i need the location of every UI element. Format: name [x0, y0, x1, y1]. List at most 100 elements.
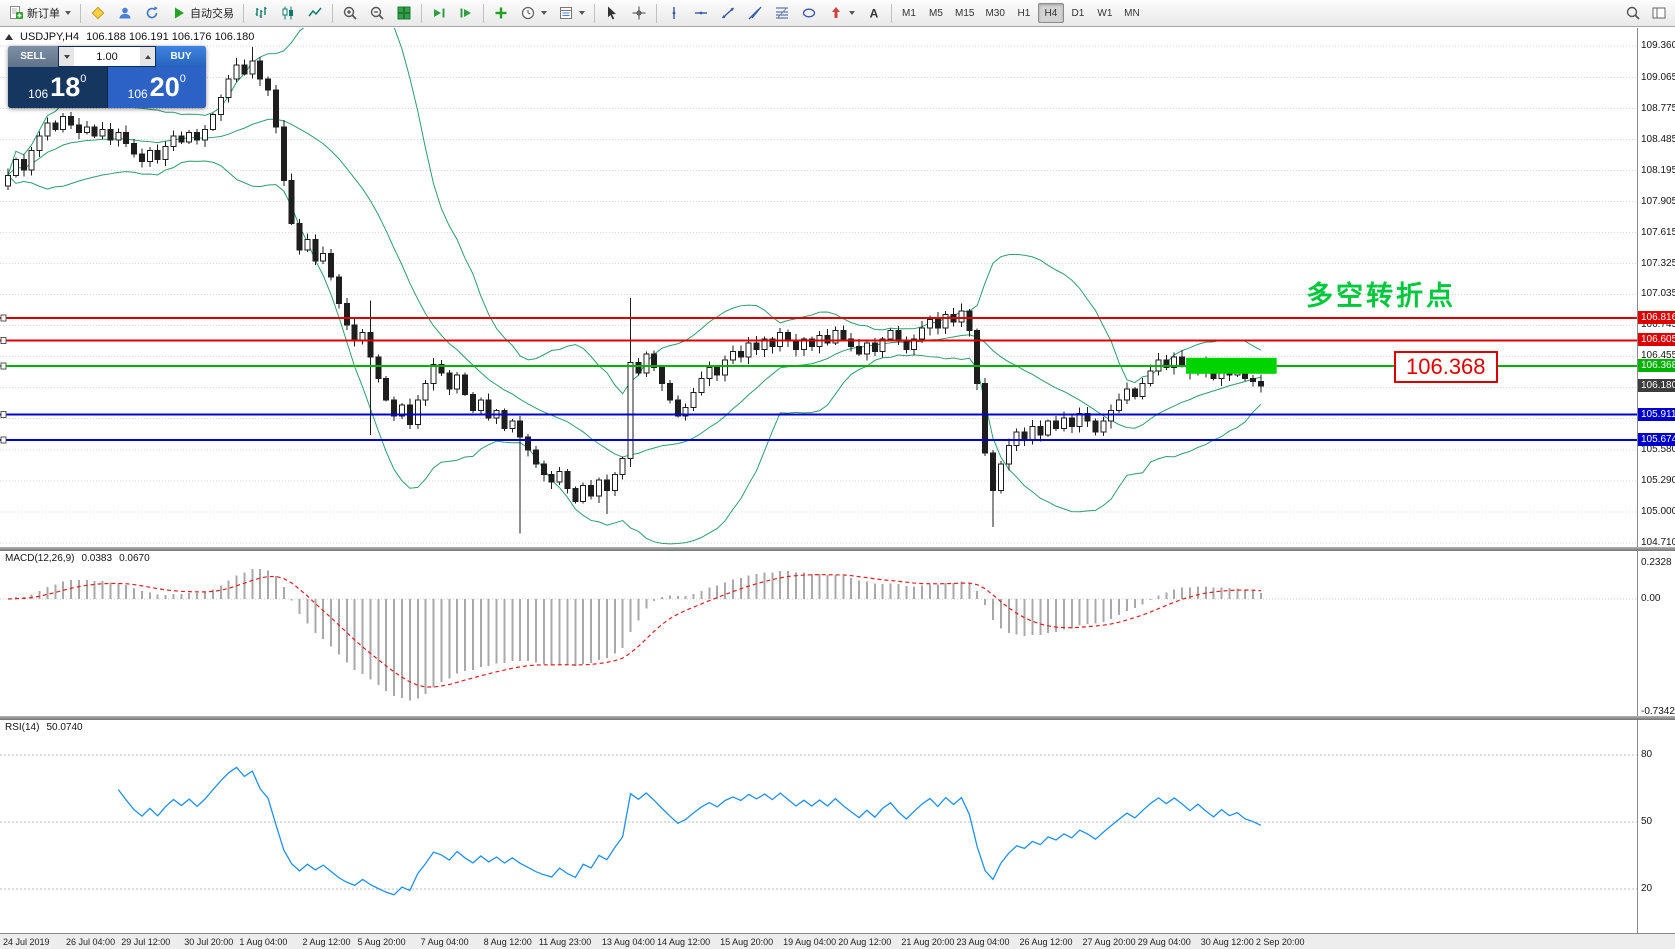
- auto-scroll-button[interactable]: [426, 2, 452, 24]
- svg-text:A: A: [870, 7, 879, 21]
- rsi-axis-label: 50: [1641, 816, 1653, 827]
- cursor-tool-button[interactable]: [599, 2, 625, 24]
- toolbar-divider: [483, 3, 484, 23]
- timeframe-mn-button[interactable]: MN: [1119, 3, 1145, 23]
- time-axis-label: 20 Aug 12:00: [838, 937, 892, 947]
- time-axis-label: 11 Aug 23:00: [538, 937, 592, 947]
- horizontal-line-tool-button[interactable]: [688, 2, 714, 24]
- volume-stepper[interactable]: 1.00: [58, 46, 156, 67]
- arrow-down-icon: [63, 54, 70, 59]
- zoom-in-icon: [343, 6, 357, 20]
- vertical-line-tool-button[interactable]: [661, 2, 687, 24]
- refresh-button[interactable]: [139, 2, 165, 24]
- line-chart-button[interactable]: [302, 2, 328, 24]
- timeframe-m5-button[interactable]: M5: [923, 3, 949, 23]
- timeframe-m15-button[interactable]: M15: [950, 3, 979, 23]
- metaeditor-icon: [91, 6, 105, 20]
- time-axis-label: 30 Jul 20:00: [184, 937, 234, 947]
- buy-button[interactable]: BUY: [156, 46, 206, 67]
- search-button[interactable]: [1620, 2, 1646, 24]
- tile-windows-icon: [397, 6, 411, 20]
- timeframe-w1-button[interactable]: W1: [1092, 3, 1118, 23]
- new-order-button[interactable]: 新订单: [3, 2, 76, 24]
- rsi-level-lines: [0, 754, 1637, 890]
- buy-price[interactable]: 106 20 0: [106, 67, 206, 108]
- zoom-out-icon: [370, 6, 384, 20]
- price-axis-label: 107.035: [1641, 288, 1675, 299]
- metaeditor-button[interactable]: [85, 2, 111, 24]
- timeframe-m1-button[interactable]: M1: [896, 3, 922, 23]
- refresh-icon: [146, 6, 158, 19]
- tile-windows-button[interactable]: [391, 2, 417, 24]
- price-chart[interactable]: [0, 28, 1637, 547]
- price-axis[interactable]: 109.360 109.065 108.775 108.485 108.195 107.9…: [1637, 28, 1675, 933]
- bar-chart-icon: [255, 7, 267, 18]
- timeframe-h4-button[interactable]: H4: [1037, 3, 1064, 23]
- templates-button[interactable]: [553, 2, 590, 24]
- profiles-button[interactable]: [112, 2, 138, 24]
- price-axis-label: 104.710: [1641, 537, 1675, 548]
- pane-separator[interactable]: [0, 547, 1675, 551]
- macd-axis-label: -0.7342: [1641, 706, 1675, 717]
- bar-chart-button[interactable]: [248, 2, 274, 24]
- arrows-tool-button[interactable]: [823, 2, 860, 24]
- price-callout-label[interactable]: 106.368: [1394, 351, 1498, 383]
- time-axis-label: 8 Aug 12:00: [483, 937, 532, 947]
- main-chart-pane[interactable]: USDJPY,H4 106.188 106.191 106.176 106.18…: [0, 28, 1637, 547]
- shapes-tool-button[interactable]: [796, 2, 822, 24]
- cursor-icon: [608, 6, 616, 20]
- periods-button[interactable]: [515, 2, 552, 24]
- fibonacci-tool-button[interactable]: [769, 2, 795, 24]
- chart-annotation-text[interactable]: 多空转折点: [1306, 281, 1456, 311]
- crosshair-tool-button[interactable]: [626, 2, 652, 24]
- autotrading-button[interactable]: 自动交易: [166, 2, 239, 24]
- time-axis-label: 13 Aug 04:00: [601, 937, 655, 947]
- macd-main-value: 0.0383: [81, 553, 113, 564]
- chart-shift-button[interactable]: [453, 2, 479, 24]
- candlestick-chart-button[interactable]: [275, 2, 301, 24]
- zoom-in-button[interactable]: [337, 2, 363, 24]
- toolbar-divider: [421, 3, 422, 23]
- indicators-button[interactable]: [488, 2, 514, 24]
- zoom-out-button[interactable]: [364, 2, 390, 24]
- sell-price[interactable]: 106 18 0: [8, 67, 107, 108]
- one-click-trading-panel: SELL 1.00 BUY 106 18 0 106 20 0: [8, 46, 206, 108]
- highlight-rectangle[interactable]: [1186, 357, 1277, 374]
- text-tool-button[interactable]: A: [861, 2, 887, 24]
- time-axis-label: 29 Jul 12:00: [121, 937, 171, 947]
- time-axis[interactable]: 24 Jul 2019 26 Jul 04:00 29 Jul 12:00 30 Ju…: [0, 933, 1675, 949]
- rsi-pane[interactable]: RSI(14) 50.0740: [0, 720, 1637, 933]
- time-axis-label: 26 Jul 04:00: [66, 937, 116, 947]
- time-axis-label: 14 Aug 12:00: [657, 937, 711, 947]
- volume-value[interactable]: 1.00: [96, 50, 118, 63]
- toolbar-divider: [656, 3, 657, 23]
- toolbar-divider: [594, 3, 595, 23]
- new-order-icon: [10, 6, 23, 19]
- toolbar-divider: [332, 3, 333, 23]
- volume-up-button[interactable]: [140, 47, 155, 66]
- pane-separator[interactable]: [0, 716, 1675, 720]
- template-icon: [560, 7, 572, 19]
- horizontal-line-icon: [695, 11, 707, 15]
- trendline-tool-button[interactable]: [715, 2, 741, 24]
- toolbar-divider: [243, 3, 244, 23]
- profile-icon: [119, 7, 131, 19]
- sell-button[interactable]: SELL: [8, 46, 58, 67]
- clock-icon: [521, 6, 535, 20]
- sell-price-prefix: 106: [28, 87, 49, 101]
- panels-button[interactable]: [1646, 2, 1672, 24]
- macd-pane[interactable]: MACD(12,26,9) 0.0383 0.0670: [0, 551, 1637, 716]
- horizontal-level-lines[interactable]: [0, 314, 1637, 444]
- level-price-box: 106.816: [1638, 311, 1675, 324]
- timeframe-h1-button[interactable]: H1: [1011, 3, 1037, 23]
- volume-down-button[interactable]: [59, 47, 74, 66]
- sell-price-pip: 0: [80, 73, 87, 85]
- channel-tool-button[interactable]: [742, 2, 768, 24]
- play-icon: [175, 7, 184, 19]
- trendline-icon: [722, 7, 734, 19]
- candlestick-icon: [282, 6, 293, 20]
- time-axis-label: 2 Sep 20:00: [1255, 937, 1305, 947]
- timeframe-m30-button[interactable]: M30: [980, 3, 1009, 23]
- price-axis-label: 109.065: [1641, 72, 1675, 83]
- timeframe-d1-button[interactable]: D1: [1065, 3, 1091, 23]
